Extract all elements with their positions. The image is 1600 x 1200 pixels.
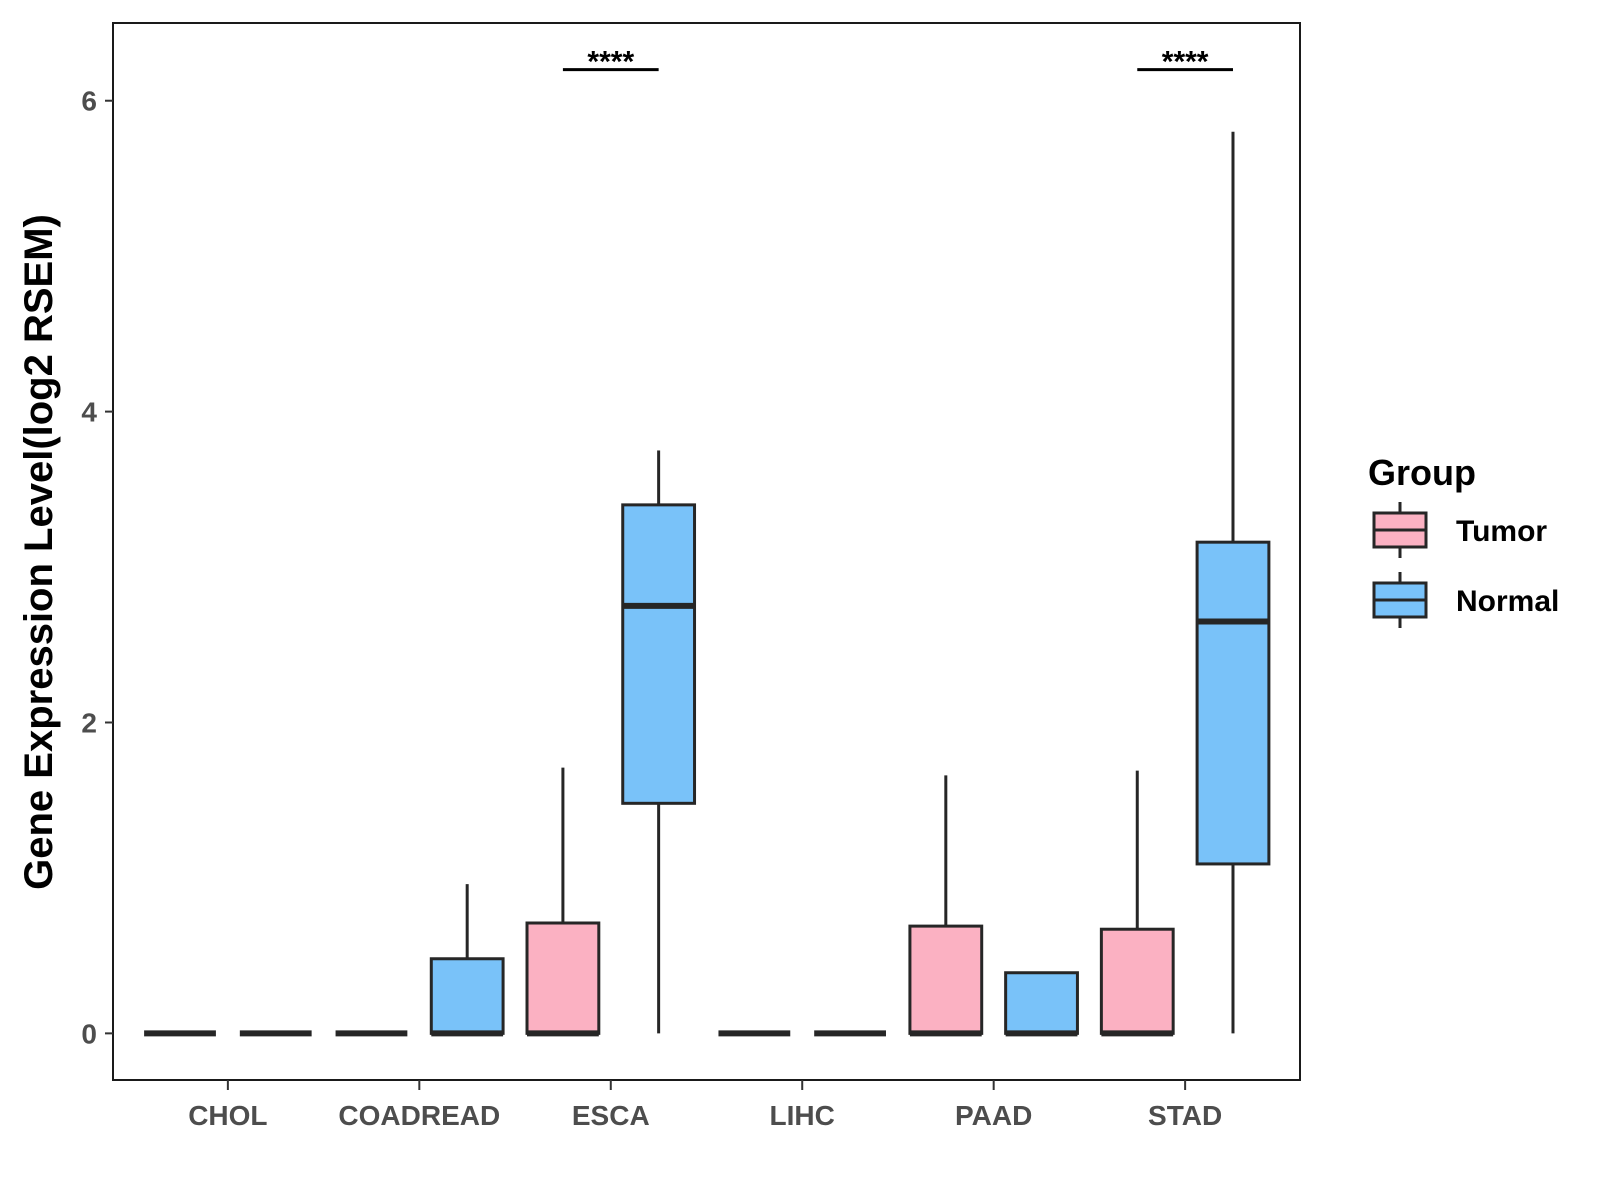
box-rect (525, 921, 601, 1035)
y-tick-label: 6 (81, 86, 97, 117)
x-tick-label: STAD (1148, 1100, 1222, 1131)
x-axis: CHOL COADREAD ESCA LIHC PAAD STAD (188, 1080, 1222, 1131)
significance-label: **** (1162, 46, 1209, 79)
legend-label: Normal (1456, 585, 1559, 618)
legend-title: Group (1368, 452, 1476, 493)
significance-layer: **** **** (562, 46, 1233, 79)
box-tumor-stad (1099, 770, 1175, 1037)
y-tick-label: 4 (81, 397, 97, 428)
box-rect (429, 957, 505, 1035)
box-normal-esca (621, 450, 697, 1034)
significance-esca: **** (562, 46, 659, 79)
box-rect (1195, 540, 1271, 866)
box-rect (908, 924, 984, 1035)
legend: Group Tumor Normal (1368, 452, 1559, 628)
x-tick-label: CHOL (188, 1100, 267, 1131)
y-axis-title: Gene Expression Level(log2 RSEM) (17, 214, 61, 890)
legend-label: Tumor (1456, 515, 1547, 548)
x-tick-label: ESCA (572, 1100, 650, 1131)
legend-item-tumor: Tumor (1372, 502, 1547, 558)
y-tick-label: 2 (81, 707, 97, 738)
significance-label: **** (587, 46, 634, 79)
box-tumor-esca (525, 767, 601, 1037)
box-rect (1099, 927, 1175, 1035)
x-tick-label: PAAD (955, 1100, 1032, 1131)
box-normal-stad (1195, 131, 1271, 1034)
box-normal-coadread (429, 884, 505, 1037)
box-tumor-paad (908, 775, 984, 1037)
y-tick-label: 0 (81, 1018, 97, 1049)
box-layer (144, 131, 1271, 1037)
x-tick-label: COADREAD (338, 1100, 500, 1131)
box-normal-paad (1004, 971, 1079, 1037)
y-axis: 0 2 4 6 (81, 86, 113, 1049)
significance-stad: **** (1137, 46, 1233, 79)
box-rect (621, 503, 697, 805)
plot-panel (112, 22, 1301, 1081)
legend-item-normal: Normal (1372, 572, 1559, 628)
box-rect (1004, 971, 1079, 1035)
x-tick-label: LIHC (770, 1100, 835, 1131)
